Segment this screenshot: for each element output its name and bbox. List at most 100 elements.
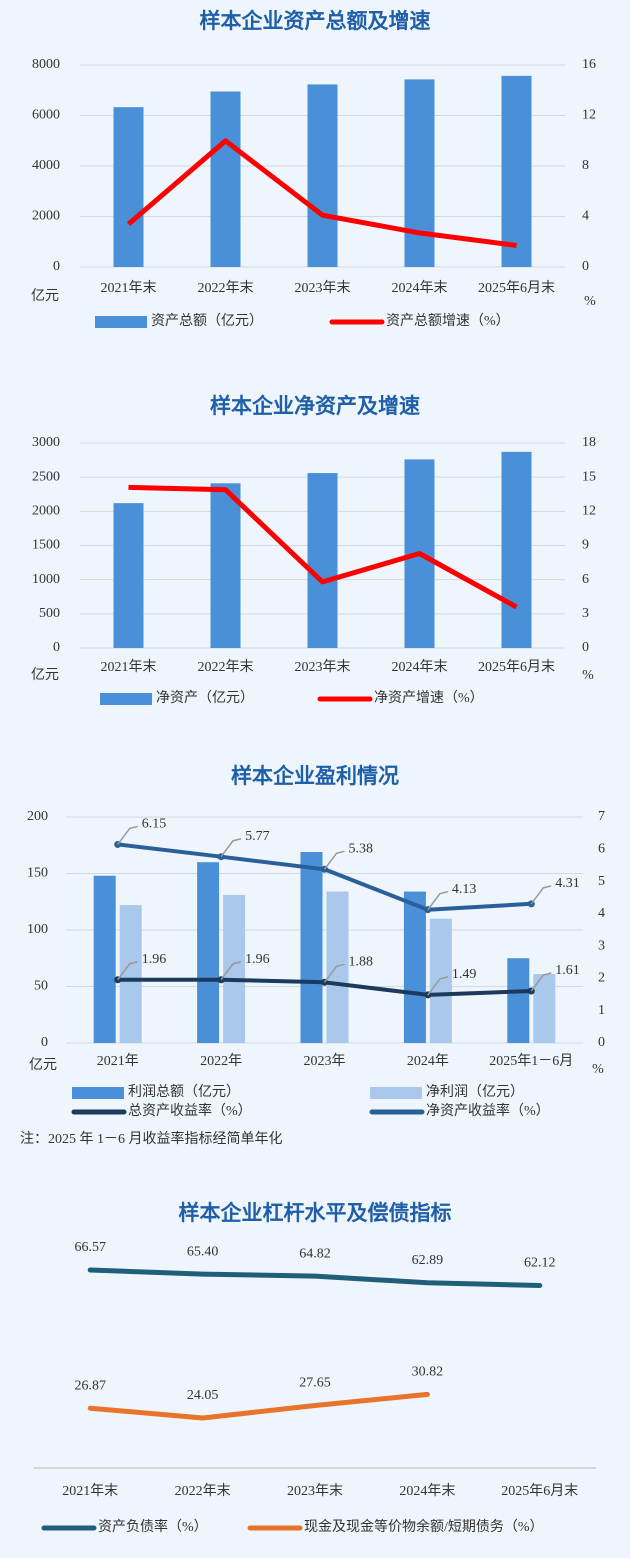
leader-line	[117, 960, 138, 981]
x-tick-label: 2023年	[304, 1053, 346, 1069]
data-label: 65.40	[187, 1244, 219, 1259]
bar	[404, 79, 435, 267]
legend-label: 资产总额增速（%）	[386, 313, 510, 329]
line	[87, 1391, 430, 1421]
data-label: 5.77	[245, 829, 270, 844]
data-label: 4.13	[452, 882, 477, 897]
leader-line	[117, 825, 138, 845]
y-tick-label: 8000	[32, 57, 60, 72]
leader-line	[427, 890, 449, 911]
x-tick-label: 2022年末	[198, 659, 254, 675]
leader-line	[323, 963, 345, 983]
data-label: 1.88	[349, 955, 374, 970]
x-tick-label: 2023年末	[287, 1483, 343, 1499]
leader-line	[220, 837, 242, 858]
leader-line	[220, 960, 242, 981]
legend-swatch	[72, 1087, 124, 1099]
line	[128, 484, 518, 610]
data-label: 6.15	[142, 817, 167, 832]
x-tick-label: 2022年	[200, 1053, 242, 1069]
bar	[210, 91, 241, 267]
y2-tick-label: 0	[598, 1035, 605, 1050]
y-tick-label: 2000	[32, 504, 60, 519]
y-axis-unit: 亿元	[31, 288, 59, 304]
x-tick-label: 2025年6月末	[478, 280, 555, 296]
data-label: 66.57	[74, 1240, 106, 1255]
y2-tick-label: 15	[582, 469, 596, 484]
y-tick-label: 0	[53, 640, 60, 655]
bar	[326, 891, 349, 1043]
y2-tick-label: 0	[582, 640, 589, 655]
legend-swatch	[370, 1087, 422, 1099]
y2-tick-label: 18	[582, 435, 596, 450]
y-tick-label: 0	[53, 259, 60, 274]
x-tick-label: 2024年	[407, 1053, 449, 1069]
line	[87, 1267, 543, 1288]
bar	[403, 891, 426, 1043]
leader-line	[530, 885, 552, 905]
x-tick-label: 2022年末	[175, 1483, 231, 1499]
y2-tick-label: 0	[582, 259, 589, 274]
bar	[429, 918, 452, 1043]
x-tick-label: 2021年末	[62, 1483, 118, 1499]
y2-tick-label: 6	[582, 572, 589, 587]
y-tick-label: 6000	[32, 108, 60, 123]
x-tick-label: 2025年1－6月	[489, 1053, 573, 1069]
bar	[113, 503, 144, 648]
data-label: 5.38	[349, 842, 374, 857]
legend-label: 净资产（亿元）	[156, 690, 254, 706]
x-tick-label: 2025年6月末	[478, 659, 555, 675]
data-label: 30.82	[412, 1365, 444, 1380]
data-label: 24.05	[187, 1388, 219, 1403]
y-tick-label: 3000	[32, 435, 60, 450]
legend-label: 资产总额（亿元）	[151, 313, 263, 329]
y-tick-label: 2000	[32, 209, 60, 224]
y2-axis-unit: %	[584, 294, 596, 309]
data-label: 4.31	[555, 876, 580, 891]
note: 注：2025 年 1－6 月收益率指标经简单年化	[20, 1130, 283, 1147]
y-axis-unit: 亿元	[29, 1057, 57, 1073]
y-tick-label: 150	[27, 866, 48, 881]
y-tick-label: 0	[41, 1035, 48, 1050]
chart-title: 样本企业盈利情况	[231, 764, 399, 788]
y-tick-label: 100	[27, 922, 48, 937]
bar	[300, 852, 323, 1043]
data-label: 62.12	[524, 1256, 556, 1271]
chart-title: 样本企业资产总额及增速	[200, 9, 431, 33]
legend-label: 净资产增速（%）	[374, 690, 484, 706]
legend-label: 利润总额（亿元）	[128, 1084, 240, 1100]
x-tick-label: 2021年	[97, 1053, 139, 1069]
x-tick-label: 2024年末	[392, 659, 448, 675]
x-tick-label: 2024年末	[399, 1483, 455, 1499]
y2-axis-unit: %	[582, 668, 594, 683]
bar	[93, 875, 116, 1043]
x-tick-label: 2022年末	[198, 280, 254, 296]
y2-tick-label: 4	[598, 906, 605, 921]
legend-label: 净资产收益率（%）	[426, 1102, 550, 1119]
legend-label: 总资产收益率（%）	[128, 1102, 252, 1119]
x-tick-label: 2024年末	[392, 280, 448, 296]
x-tick-label: 2025年6月末	[501, 1483, 578, 1499]
y2-tick-label: 1	[598, 1003, 605, 1018]
y-axis-unit: 亿元	[31, 667, 59, 683]
x-tick-label: 2023年末	[295, 659, 351, 675]
y2-tick-label: 6	[598, 842, 605, 857]
data-label: 27.65	[299, 1376, 331, 1391]
y-tick-label: 1000	[32, 572, 60, 587]
bar	[119, 905, 142, 1043]
bar	[501, 75, 532, 267]
bar	[223, 894, 246, 1043]
bar	[210, 483, 241, 648]
leader-line	[323, 850, 345, 870]
y2-tick-label: 7	[598, 809, 605, 824]
data-label: 62.89	[412, 1253, 444, 1268]
y2-tick-label: 4	[582, 209, 589, 224]
bar	[197, 862, 220, 1043]
y2-tick-label: 3	[598, 938, 605, 953]
data-label: 1.49	[452, 967, 477, 982]
data-label: 1.61	[555, 963, 580, 978]
y2-tick-label: 2	[598, 971, 605, 986]
bar	[501, 451, 532, 648]
